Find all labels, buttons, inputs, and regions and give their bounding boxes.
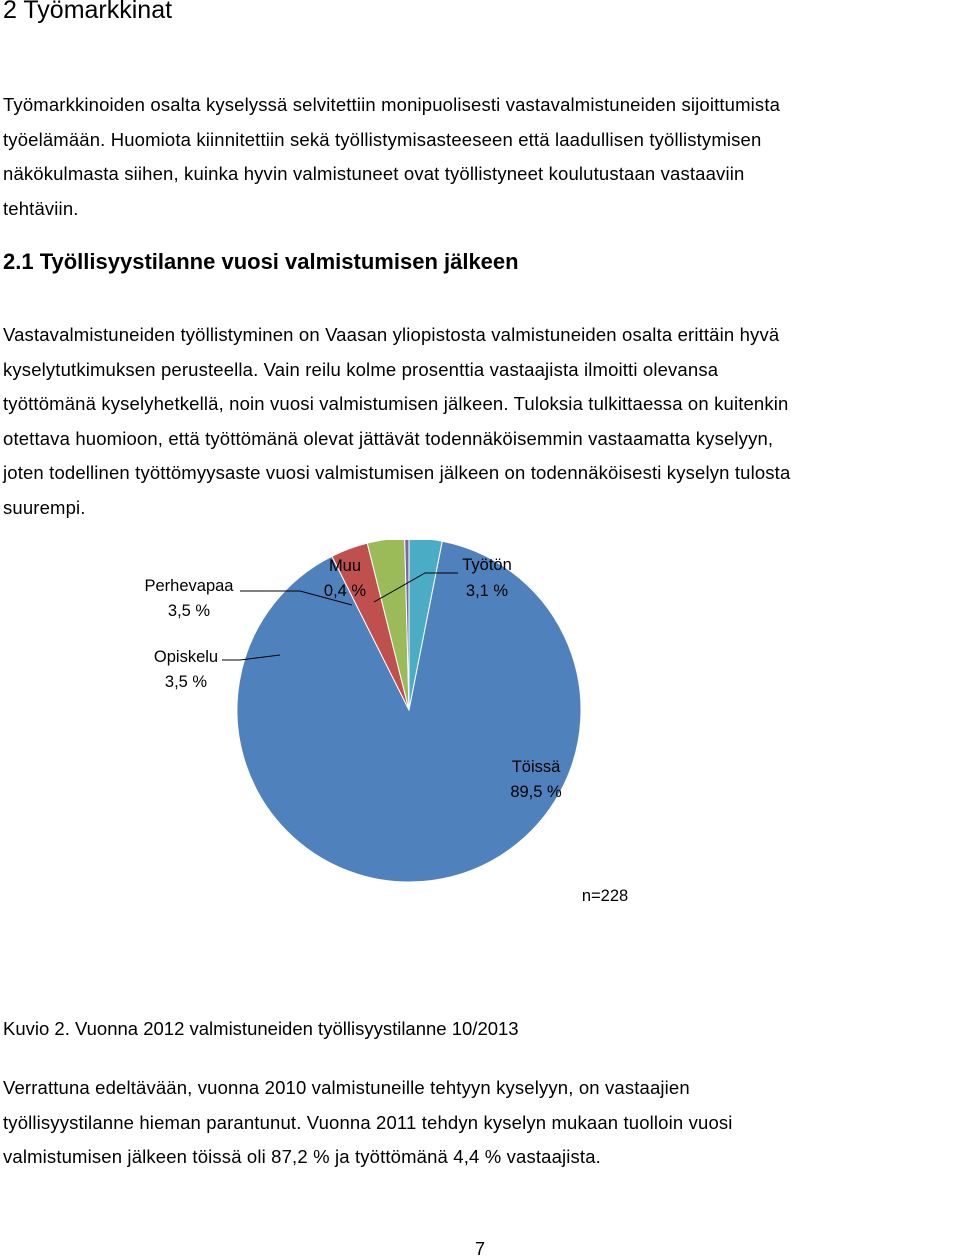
page-number: 7 — [475, 1239, 486, 1259]
text-line: suurempi. — [3, 496, 86, 518]
figure-caption: Kuvio 2. Vuonna 2012 valmistuneiden työl… — [3, 1018, 519, 1039]
section-heading: 2 Työmarkkinat — [3, 0, 173, 24]
text-line: työllisyystilanne hieman parantunut. Vuo… — [3, 1111, 733, 1133]
text-line: Vastavalmistuneiden työllistyminen on Va… — [3, 324, 780, 345]
comparison-paragraph: Verrattuna edeltävään, vuonna 2010 valmi… — [3, 1071, 733, 1175]
intro-paragraph: Työmarkkinoiden osalta kyselyssä selvite… — [3, 88, 780, 226]
leader-line-opiskelu — [222, 654, 281, 661]
slice-label-tyoton-name: Työtön — [462, 556, 512, 574]
slice-label-toissa-name: Töissä — [512, 758, 561, 776]
text-line: joten todellinen työttömyysaste vuosi va… — [3, 462, 791, 483]
body-paragraph: Vastavalmistuneiden työllistyminen on Va… — [3, 318, 790, 525]
subsection-heading: 2.1 Työllisyystilanne vuosi valmistumise… — [3, 249, 519, 274]
slice-label-tyoton-value: 3,1 % — [466, 582, 509, 600]
leader-lines — [222, 572, 458, 661]
leader-line-perhevapaa — [240, 590, 353, 606]
text-line: näkökulmasta siihen, kuinka hyvin valmis… — [3, 163, 745, 184]
text-line: tehtäviin. — [3, 197, 79, 219]
slice-label-muu-name: Muu — [329, 557, 361, 575]
sample-size-note: n=228 — [582, 887, 628, 905]
slice-label-toissa-value: 89,5 % — [510, 783, 562, 801]
text-line: valmistumisen jälkeen töissä oli 87,2 % … — [3, 1146, 601, 1167]
text-line: työttömänä kyselyhetkellä, noin vuosi va… — [3, 393, 789, 414]
pie-slice-perhevapaa — [366, 540, 410, 711]
pie-chart: Muu 0,4 % Työtön 3,1 % Perhevapaa 3,5 % … — [145, 540, 628, 905]
pie-slice-t-iss- — [236, 540, 582, 883]
slice-label-perhevapaa-name: Perhevapaa — [145, 577, 235, 595]
text-line: otettava huomioon, että työttömänä oleva… — [3, 427, 774, 449]
slice-label-opiskelu-value: 3,5 % — [165, 673, 208, 691]
text-line: kyselytutkimuksen perusteella. Vain reil… — [3, 358, 719, 380]
slice-label-muu-value: 0,4 % — [324, 582, 367, 600]
text-line: Työmarkkinoiden osalta kyselyssä selvite… — [3, 94, 781, 115]
leader-line-tyoton — [373, 572, 458, 603]
slice-label-perhevapaa-value: 3,5 % — [168, 602, 211, 620]
text-line: Verrattuna edeltävään, vuonna 2010 valmi… — [3, 1077, 690, 1098]
text-line: työelämään. Huomiota kiinnitettiin sekä … — [3, 128, 762, 150]
slice-label-opiskelu-name: Opiskelu — [154, 648, 218, 666]
pie-slices — [236, 540, 582, 883]
